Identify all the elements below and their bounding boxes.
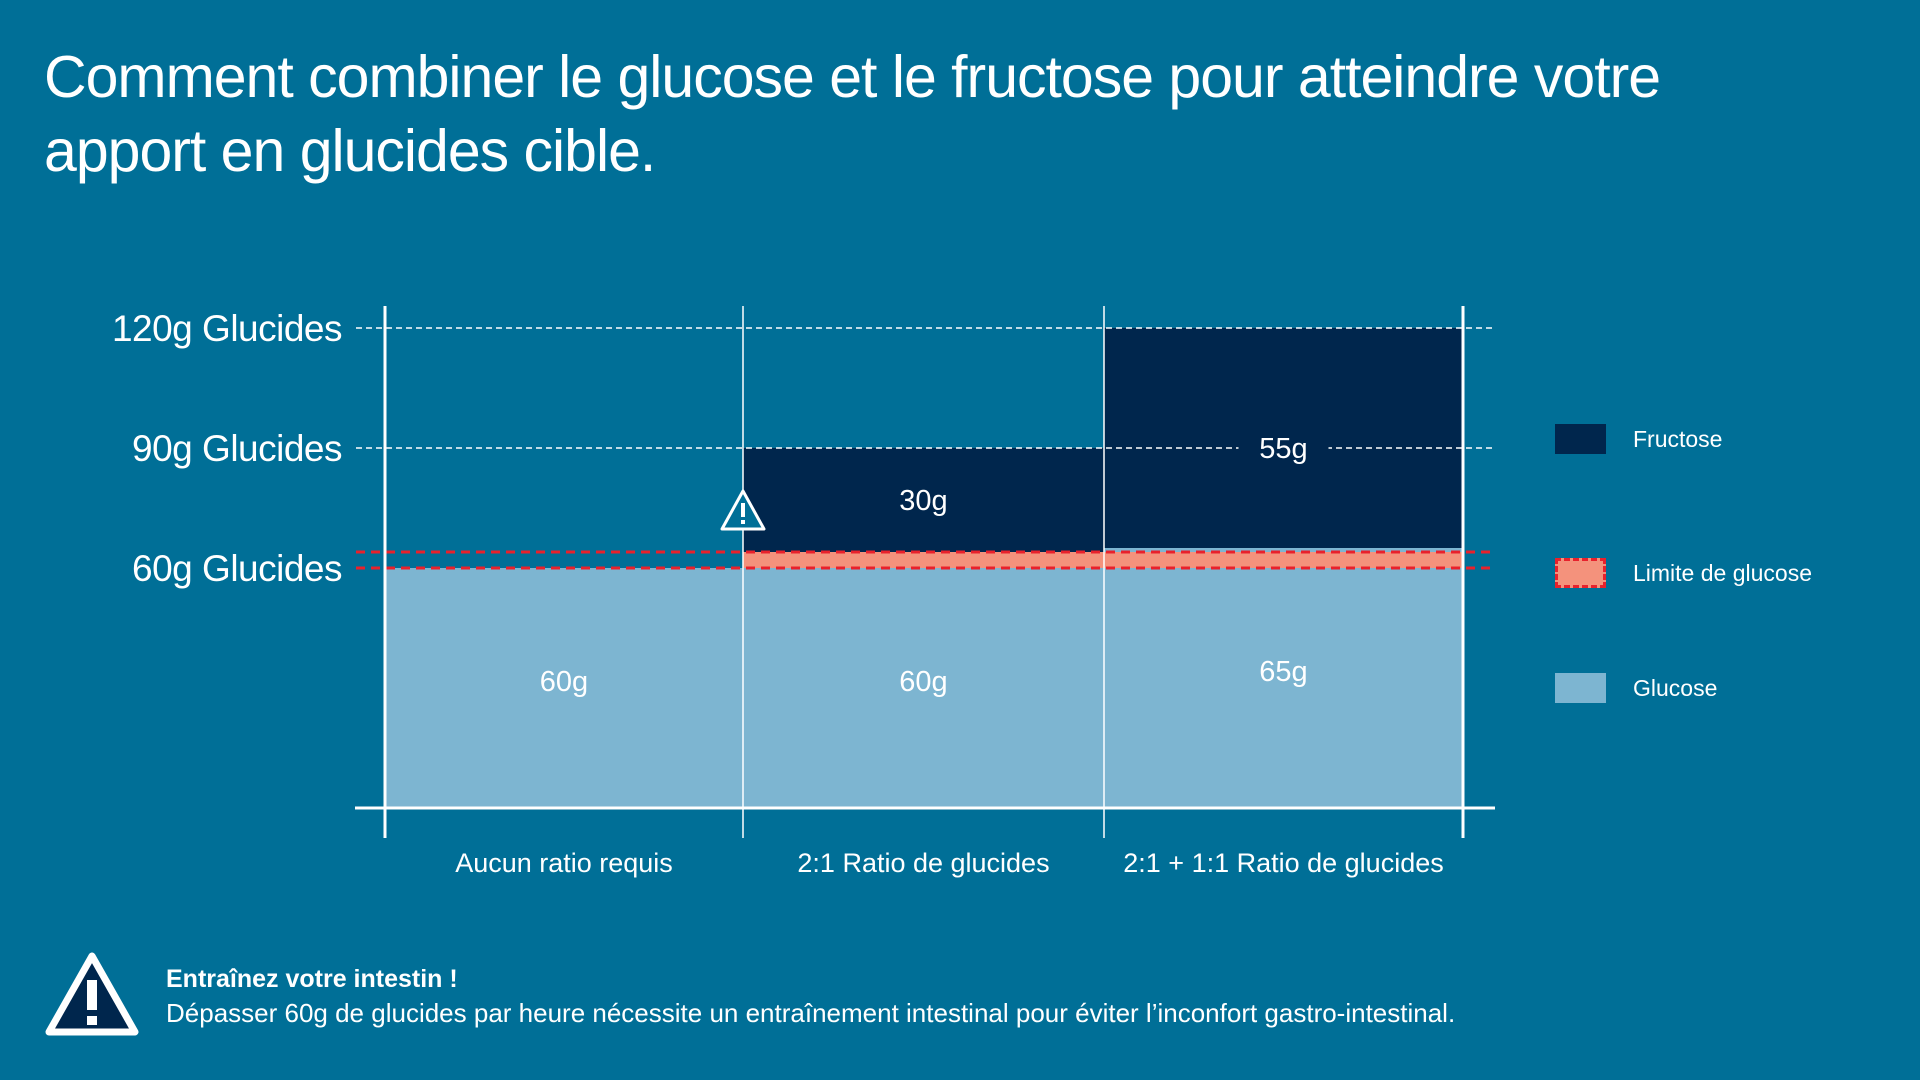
glucose-bar-2	[1104, 548, 1463, 808]
legend-label-fructose: Fructose	[1633, 425, 1723, 452]
glucose-value-label-0: 60g	[540, 666, 588, 698]
fructose-bar-1	[743, 448, 1104, 568]
legend-item-fructose: Fructose	[1555, 424, 1722, 454]
fructose-value-label-1: 30g	[899, 485, 947, 517]
glucose-value-label-2: 65g	[1259, 656, 1307, 688]
fructose-value-label-2: 55g	[1259, 433, 1307, 465]
legend-item-glucose: Glucose	[1555, 673, 1717, 703]
category-label-2: 2:1 + 1:1 Ratio de glucides	[1123, 848, 1443, 878]
glucose-bar-0	[385, 568, 743, 808]
glucose-limit-swatch	[1555, 558, 1606, 588]
glucose-swatch	[1555, 673, 1606, 703]
legend-item-glucose-limit: Limite de glucose	[1555, 558, 1812, 588]
y-tick-label-60: 60g Glucides	[132, 548, 342, 589]
note-text: Dépasser 60g de glucides par heure néces…	[166, 998, 1456, 1028]
fructose-label-bg-2	[1238, 428, 1329, 468]
glucose-limit-band	[743, 552, 1463, 568]
legend-label-glucose: Glucose	[1633, 674, 1718, 701]
page-title: Comment combiner le glucose et le fructo…	[44, 44, 1661, 184]
legend-label-glucose-limit: Limite de glucose	[1633, 559, 1812, 586]
chart-warning-bar	[741, 503, 745, 517]
y-tick-label-90: 90g Glucides	[132, 428, 342, 469]
glucose-bar-1	[743, 568, 1104, 808]
y-tick-label-120: 120g Glucides	[112, 308, 342, 349]
category-label-0: Aucun ratio requis	[455, 848, 673, 878]
chart-warning-dot	[741, 520, 745, 524]
category-label-1: 2:1 Ratio de glucides	[797, 848, 1049, 878]
warning-icon	[45, 952, 139, 1036]
glucose-value-label-1: 60g	[899, 666, 947, 698]
note-title: Entraînez votre intestin !	[166, 965, 458, 993]
carb-chart: 60g Glucides 90g Glucides 120g Glucides Auc…	[112, 306, 1495, 878]
fructose-swatch	[1555, 424, 1606, 454]
